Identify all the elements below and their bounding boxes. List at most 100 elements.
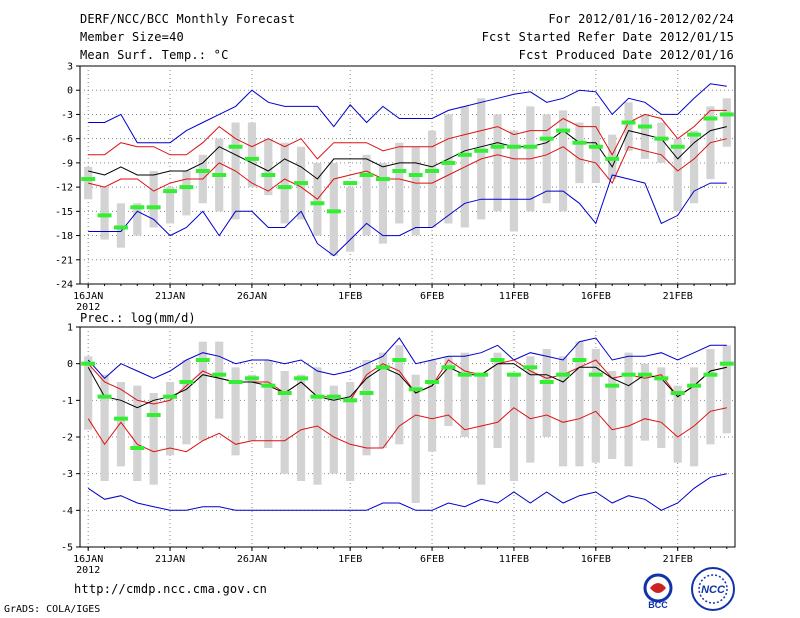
member-size-label: Member Size=40: [80, 30, 184, 44]
prec-ensemble-box: [100, 374, 109, 481]
temp-median-marker: [179, 185, 194, 190]
temp-x-tick-label: 21FEB: [663, 291, 693, 302]
temp-ensemble-box: [640, 114, 650, 159]
precipitation-panel-title: Prec.: log(mm/d): [80, 311, 196, 325]
prec-median-marker: [163, 394, 178, 399]
prec-median-marker: [654, 376, 669, 381]
prec-series-max-line: [87, 337, 727, 380]
temp-median-marker: [277, 185, 292, 190]
temp-median-marker: [212, 173, 227, 177]
prec-median-marker: [523, 365, 538, 370]
prec-median-marker: [244, 376, 259, 381]
prec-median-marker: [97, 394, 112, 399]
temp-median-marker: [425, 168, 440, 173]
prec-median-marker: [441, 365, 456, 370]
prec-ensemble-box: [477, 374, 486, 485]
temp-ensemble-box: [84, 166, 93, 200]
prec-ensemble-box: [444, 356, 453, 426]
temp-median-marker: [326, 209, 341, 214]
temp-plot-frame: [79, 65, 736, 285]
temp-median-marker: [113, 225, 128, 230]
prec-ensemble-box: [182, 360, 191, 445]
temp-y-tick-label: -3: [61, 110, 73, 121]
prec-median-marker: [146, 413, 161, 417]
prec-median-marker: [343, 398, 358, 403]
temp-median-marker: [441, 160, 456, 165]
temp-median-marker: [474, 148, 489, 153]
temp-x-tick-label: 16JAN: [73, 291, 103, 302]
prec-median-marker: [179, 380, 194, 384]
temp-ensemble-box: [591, 106, 600, 184]
prec-median-marker: [474, 372, 489, 377]
temp-median-marker: [687, 132, 702, 137]
prec-median-marker: [113, 416, 128, 421]
temp-x-tick-label: 21JAN: [155, 291, 185, 302]
temp-median-marker: [408, 173, 423, 177]
temp-series-max-line: [88, 83, 727, 144]
temp-ensemble-box: [133, 203, 142, 236]
prec-x-tick-label: 26JAN: [237, 554, 267, 565]
prec-median-marker: [425, 380, 440, 384]
temp-median-marker: [703, 116, 718, 121]
prec-x-tick-label: 11FEB: [499, 554, 529, 565]
prec-median-marker: [621, 372, 636, 377]
prec-ensemble-box: [509, 374, 519, 481]
prec-ensemble-box: [247, 374, 257, 441]
temp-ensemble-box: [558, 110, 568, 212]
bcc-logo: BCC: [643, 573, 673, 610]
prec-ensemble-box: [362, 360, 371, 456]
temp-median-marker: [719, 112, 734, 117]
website-url[interactable]: http://cmdp.ncc.cma.gov.cn: [74, 582, 268, 596]
prec-ensemble-box: [657, 367, 666, 448]
ncc-logo: NCC: [691, 567, 735, 611]
prec-x-tick-label: 21FEB: [663, 554, 693, 565]
temp-y-tick-label: -6: [61, 134, 73, 145]
temp-median-marker: [490, 144, 505, 149]
prec-median-marker: [637, 372, 652, 377]
prec-ensemble-box: [624, 352, 633, 467]
temp-ensemble-box: [149, 170, 158, 228]
temp-median-marker: [294, 181, 309, 186]
temp-y-tick-label: -18: [55, 231, 73, 242]
temp-ensemble-box: [116, 203, 126, 248]
temp-x-tick-label: 1FEB: [338, 291, 362, 302]
prec-ensemble-box: [346, 382, 355, 481]
prec-median-marker: [212, 372, 227, 377]
temp-median-marker: [146, 205, 161, 210]
prec-y-tick-label: 1: [67, 323, 73, 334]
grads-credit: GrADS: COLA/IGES: [4, 604, 101, 615]
prec-median-marker: [392, 358, 407, 362]
temp-ensemble-box: [444, 114, 453, 224]
prec-ensemble-box: [280, 371, 289, 474]
temp-ensemble-box: [673, 138, 682, 212]
bcc-logo-ring: [643, 573, 673, 603]
temp-median-marker: [670, 144, 685, 149]
prec-y-tick-label: -1: [61, 396, 73, 407]
prec-median-marker: [539, 380, 554, 384]
temp-ensemble-box: [362, 154, 371, 236]
prec-ensemble-box: [215, 341, 224, 419]
temp-y-tick-label: -21: [55, 255, 73, 266]
temp-ensemble-box: [608, 134, 617, 180]
prec-series-min-line: [87, 473, 727, 511]
temp-ensemble-box: [689, 130, 699, 204]
prec-median-marker: [310, 394, 325, 399]
ncc-logo-outer-ring: [691, 567, 735, 611]
temp-median-marker: [556, 128, 571, 133]
temp-median-marker: [621, 120, 636, 125]
temp-ensemble-box: [100, 187, 109, 240]
prec-ensemble-box: [542, 349, 551, 437]
temp-median-marker: [572, 140, 587, 145]
prec-panel: [76, 326, 736, 551]
prec-ensemble-box: [591, 349, 600, 463]
prec-series-mean-line: [87, 363, 727, 409]
temp-ensemble-box: [378, 162, 388, 244]
prec-median-marker: [719, 361, 734, 366]
prec-ensemble-box: [526, 356, 535, 463]
temp-median-marker: [97, 213, 112, 218]
temp-ensemble-box: [182, 170, 191, 216]
temp-series-upper-line: [88, 109, 727, 160]
temp-ensemble-box: [542, 114, 551, 204]
temp-y-tick-label: -12: [55, 183, 73, 194]
prec-ensemble-box: [427, 360, 437, 452]
